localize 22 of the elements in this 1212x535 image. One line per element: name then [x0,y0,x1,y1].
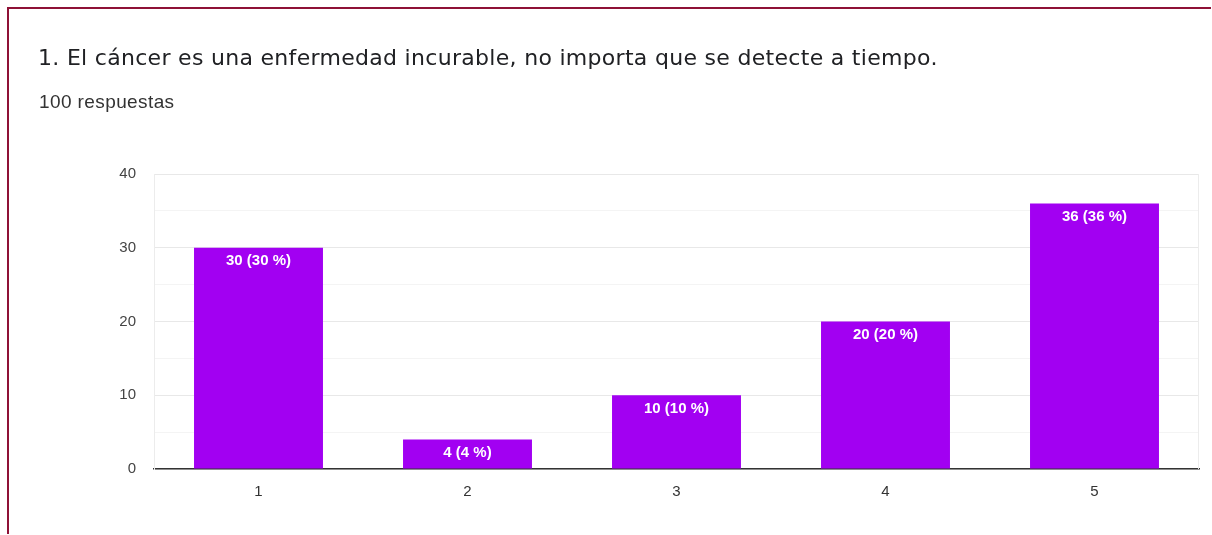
x-tick-label: 4 [881,482,890,500]
y-tick-label: 0 [127,459,136,477]
x-tick-label: 5 [1090,482,1099,500]
chart-title: 1. El cáncer es una enfermedad incurable, no importa que se detecte a tiempo. [38,45,938,70]
x-tick-label: 3 [672,482,681,500]
data-label: 36 (36 %) [1061,207,1128,225]
y-tick-label: 30 [119,237,136,255]
data-label: 10 (10 %) [643,398,710,416]
x-tick-label: 2 [463,482,472,500]
y-tick-label: 40 [119,164,136,182]
data-label: 30 (30 %) [225,251,292,269]
bar [403,439,532,469]
y-tick-label: 20 [119,311,136,329]
data-label: 4 (4 %) [443,443,492,461]
bar [821,321,950,469]
x-tick-label: 1 [254,482,263,500]
chart-subtitle: 100 respuestas [39,91,175,113]
y-tick-label: 10 [119,385,136,403]
bar [612,395,741,469]
bar [194,247,323,469]
data-label: 20 (20 %) [852,325,919,343]
bar [1030,203,1159,469]
